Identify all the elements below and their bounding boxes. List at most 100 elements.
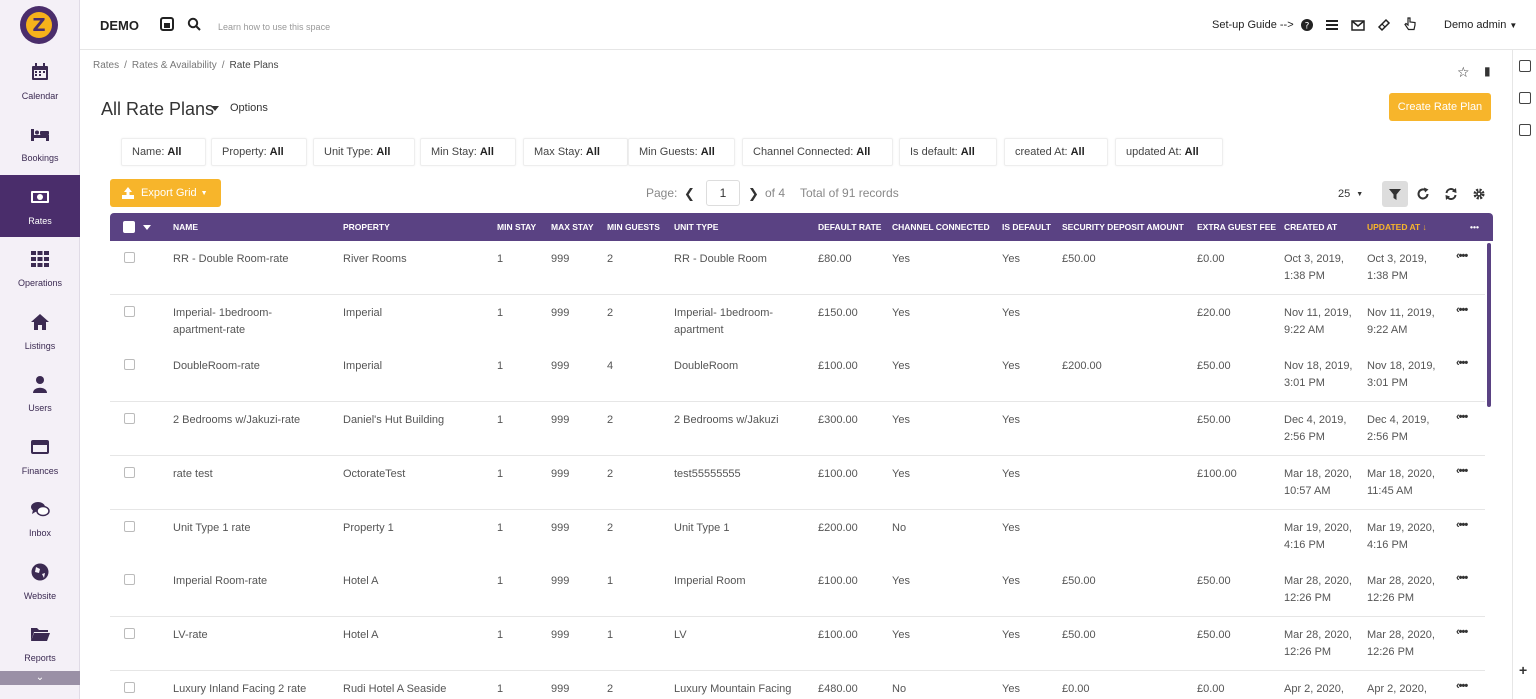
- column-header[interactable]: MIN STAY: [497, 222, 537, 232]
- row-actions-icon[interactable]: ‹•••: [1456, 250, 1468, 262]
- refresh-icon[interactable]: [1410, 181, 1436, 207]
- column-header[interactable]: DEFAULT RATE: [818, 222, 882, 232]
- column-header[interactable]: PROPERTY: [343, 222, 390, 232]
- sidebar-item-rates[interactable]: Rates: [0, 175, 80, 237]
- filter-chip[interactable]: Name: All: [121, 138, 206, 166]
- row-actions-icon[interactable]: ‹•••: [1456, 303, 1468, 316]
- row-checkbox[interactable]: [124, 681, 135, 693]
- row-checkbox[interactable]: [124, 359, 135, 371]
- column-header[interactable]: UNIT TYPE: [674, 222, 719, 232]
- row-actions-icon[interactable]: ‹•••: [1456, 518, 1468, 531]
- cell-unit-type: test55555555: [674, 466, 741, 483]
- sync-icon[interactable]: [1438, 181, 1464, 207]
- sidebar-item-website[interactable]: Website: [0, 550, 80, 612]
- chevron-down-icon[interactable]: [211, 106, 219, 111]
- ticket-icon[interactable]: [1377, 18, 1391, 32]
- note-icon[interactable]: [1519, 60, 1531, 72]
- column-header[interactable]: UPDATED AT ↓: [1367, 222, 1427, 232]
- sidebar-item-inbox[interactable]: Inbox: [0, 488, 80, 550]
- sidebar-item-bookings[interactable]: Bookings: [0, 113, 80, 175]
- create-rate-plan-button[interactable]: Create Rate Plan: [1389, 93, 1491, 121]
- filter-chip[interactable]: Min Stay: All: [420, 138, 516, 166]
- export-grid-button[interactable]: Export Grid ▼: [110, 179, 221, 207]
- row-checkbox[interactable]: [124, 574, 135, 586]
- select-all-checkbox[interactable]: [123, 221, 135, 233]
- sidebar-item-users[interactable]: Users: [0, 363, 80, 425]
- table-row[interactable]: 2 Bedrooms w/Jakuzi-rate Daniel's Hut Bui…: [110, 402, 1485, 457]
- prev-page-icon[interactable]: ❮: [684, 186, 695, 201]
- column-menu-icon[interactable]: •••: [1470, 222, 1479, 232]
- filter-chip[interactable]: Property: All: [211, 138, 307, 166]
- row-actions-icon[interactable]: ‹•••: [1456, 625, 1468, 638]
- column-header[interactable]: CREATED AT: [1284, 222, 1338, 232]
- star-icon[interactable]: ☆: [1457, 64, 1470, 80]
- logo[interactable]: Z: [20, 6, 58, 44]
- row-checkbox[interactable]: [124, 627, 135, 639]
- table-row[interactable]: Unit Type 1 rate Property 1 1 999 2 Unit Type…: [110, 509, 1485, 564]
- filter-icon[interactable]: [1382, 181, 1408, 207]
- next-page-icon[interactable]: ❯: [748, 186, 759, 201]
- table-row[interactable]: Luxury Inland Facing 2 rate Rudi Hotel A …: [110, 670, 1485, 699]
- note-icon[interactable]: [1519, 92, 1531, 104]
- filter-chip[interactable]: created At: All: [1004, 138, 1108, 166]
- column-header[interactable]: IS DEFAULT: [1002, 222, 1051, 232]
- menu-icon[interactable]: [1325, 18, 1339, 32]
- vertical-scrollbar[interactable]: [1487, 243, 1491, 407]
- row-checkbox[interactable]: [124, 413, 135, 425]
- image-icon[interactable]: [160, 17, 174, 31]
- breadcrumb-item[interactable]: Rates & Availability: [131, 60, 217, 71]
- page-size-select[interactable]: 25 ▼: [1330, 181, 1372, 207]
- help-icon[interactable]: ?: [1300, 18, 1314, 32]
- options-button[interactable]: Options: [230, 102, 268, 114]
- filter-chip[interactable]: Min Guests: All: [628, 138, 735, 166]
- page-input[interactable]: 1: [706, 180, 740, 206]
- row-actions-icon[interactable]: ‹•••: [1456, 411, 1468, 424]
- filter-chip[interactable]: Max Stay: All: [523, 138, 628, 166]
- row-checkbox[interactable]: [124, 466, 135, 478]
- row-checkbox[interactable]: [124, 252, 135, 263]
- breadcrumb-item[interactable]: Rates: [93, 60, 120, 71]
- column-header[interactable]: MAX STAY: [551, 222, 594, 232]
- sidebar-item-calendar[interactable]: Calendar: [0, 50, 80, 112]
- filter-chip[interactable]: Is default: All: [899, 138, 997, 166]
- note-icon[interactable]: [1519, 124, 1531, 136]
- row-actions-icon[interactable]: ‹•••: [1456, 679, 1468, 692]
- sidebar-expand-icon[interactable]: ⌄: [0, 671, 80, 685]
- row-actions-icon[interactable]: ‹•••: [1456, 572, 1468, 585]
- table-row[interactable]: rate test OctorateTest 1 999 2 test55555555 £1…: [110, 455, 1485, 510]
- gear-icon[interactable]: [1466, 181, 1492, 207]
- sidebar-item-reports[interactable]: Reports: [0, 613, 80, 675]
- filter-chip[interactable]: Unit Type: All: [313, 138, 415, 166]
- cell-line: Mar 28, 2020,: [1367, 628, 1435, 641]
- table-row[interactable]: Imperial- 1bedroom-apartment-rate Imperia…: [110, 294, 1485, 349]
- page-title[interactable]: All Rate Plans: [101, 99, 215, 119]
- mail-icon[interactable]: [1351, 18, 1365, 32]
- row-actions-icon[interactable]: ‹•••: [1456, 464, 1468, 477]
- chevron-down-icon[interactable]: [143, 225, 151, 230]
- row-checkbox[interactable]: [124, 305, 135, 317]
- sidebar-item-operations[interactable]: Operations: [0, 238, 80, 300]
- search-input[interactable]: Learn how to use this space: [218, 22, 331, 32]
- column-header[interactable]: EXTRA GUEST FEE: [1197, 222, 1277, 232]
- table-row[interactable]: LV-rate Hotel A 1 999 1 LV £100.00 Yes Yes £50.00…: [110, 616, 1485, 671]
- table-row[interactable]: Imperial Room-rate Hotel A 1 999 1 Imperial R…: [110, 563, 1485, 618]
- filter-chip[interactable]: updated At: All: [1115, 138, 1223, 166]
- setup-guide-link[interactable]: Set-up Guide -->: [1212, 19, 1294, 31]
- table-row[interactable]: DoubleRoom-rate Imperial 1 999 4 DoubleRoom £1…: [110, 348, 1485, 403]
- sidebar-item-finances[interactable]: Finances: [0, 425, 80, 487]
- plus-icon[interactable]: +: [1519, 662, 1528, 678]
- filter-chip[interactable]: Channel Connected: All: [742, 138, 893, 166]
- column-header[interactable]: MIN GUESTS: [607, 222, 660, 232]
- hand-pointer-icon[interactable]: [1403, 17, 1417, 31]
- column-header[interactable]: CHANNEL CONNECTED: [892, 222, 990, 232]
- search-icon[interactable]: [187, 17, 201, 31]
- sidebar-item-listings[interactable]: Listings: [0, 300, 80, 362]
- sidebar-item-label: Users: [28, 403, 52, 413]
- pin-icon[interactable]: ▮: [1484, 64, 1491, 78]
- column-header[interactable]: SECURITY DEPOSIT AMOUNT: [1062, 222, 1184, 232]
- table-row[interactable]: RR - Double Room-rate River Rooms 1 999 2 RR …: [110, 241, 1485, 295]
- row-checkbox[interactable]: [124, 520, 135, 532]
- user-menu[interactable]: Demo admin ▼: [1444, 19, 1517, 31]
- row-actions-icon[interactable]: ‹•••: [1456, 357, 1468, 370]
- column-header[interactable]: NAME: [173, 222, 199, 232]
